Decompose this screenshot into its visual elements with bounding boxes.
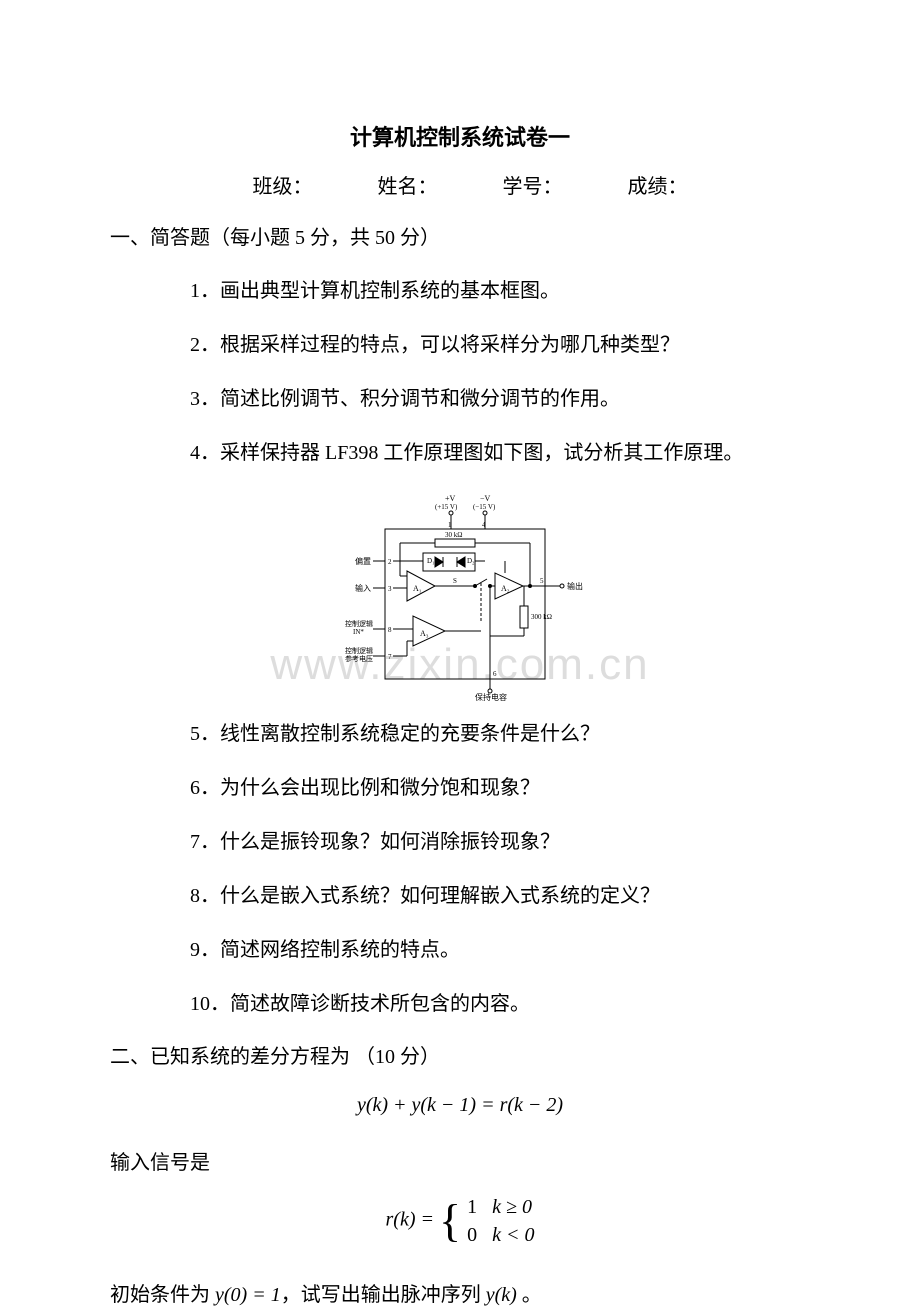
- svg-text:控制逻辑: 控制逻辑: [345, 646, 373, 655]
- svg-text:IN*: IN*: [353, 628, 364, 636]
- info-line: 班级： 姓名： 学号： 成绩：: [190, 170, 810, 199]
- svg-text:控制逻辑: 控制逻辑: [345, 619, 373, 628]
- svg-text:A₃: A₃: [420, 629, 429, 638]
- svg-text:参考电压: 参考电压: [345, 654, 373, 663]
- question-9: 9．简述网络控制系统的特点。: [190, 934, 810, 966]
- svg-text:2: 2: [388, 558, 392, 566]
- id-label: 学号：: [503, 176, 563, 198]
- svg-text:输出: 输出: [567, 581, 583, 591]
- svg-text:偏置: 偏置: [355, 556, 371, 566]
- question-3: 3．简述比例调节、积分调节和微分调节的作用。: [190, 383, 810, 415]
- svg-text:7: 7: [388, 653, 392, 661]
- svg-text:D₁: D₁: [427, 557, 435, 565]
- question-8: 8．什么是嵌入式系统？如何理解嵌入式系统的定义？: [190, 880, 810, 912]
- svg-text:+V: +V: [445, 494, 456, 503]
- svg-text:300 kΩ: 300 kΩ: [531, 613, 552, 621]
- section-1-heading: 一、简答题（每小题 5 分，共 50 分）: [110, 223, 810, 253]
- svg-text:8: 8: [388, 626, 392, 634]
- svg-text:6: 6: [493, 670, 497, 678]
- section-2-heading: 二、已知系统的差分方程为 （10 分）: [110, 1042, 810, 1072]
- svg-text:S: S: [453, 577, 457, 585]
- score-label: 成绩：: [628, 176, 688, 198]
- class-label: 班级：: [253, 176, 313, 198]
- svg-text:D₂: D₂: [467, 557, 475, 565]
- svg-text:保持电容: 保持电容: [475, 692, 507, 701]
- svg-text:A₂: A₂: [501, 584, 510, 593]
- svg-text:−V: −V: [480, 494, 491, 503]
- initial-condition-text: 初始条件为 y(0) = 1，试写出输出脉冲序列 y(k) 。: [110, 1279, 810, 1311]
- svg-text:3: 3: [388, 585, 392, 593]
- input-signal-label: 输入信号是: [110, 1147, 810, 1179]
- question-1: 1．画出典型计算机控制系统的基本框图。: [190, 275, 810, 307]
- svg-text:1: 1: [448, 521, 452, 529]
- svg-text:A₁: A₁: [413, 584, 422, 593]
- svg-text:(−15 V): (−15 V): [473, 503, 496, 511]
- question-6: 6．为什么会出现比例和微分饱和现象？: [190, 772, 810, 804]
- question-5: 5．线性离散控制系统稳定的充要条件是什么？: [190, 718, 810, 750]
- name-label: 姓名：: [378, 176, 438, 198]
- lf398-diagram: +V (+15 V) −V (−15 V) 1 4 30 kΩ 偏置 2: [110, 491, 810, 706]
- question-10: 10．简述故障诊断技术所包含的内容。: [190, 988, 810, 1020]
- question-2: 2．根据采样过程的特点，可以将采样分为哪几种类型？: [190, 329, 810, 361]
- svg-text:输入: 输入: [355, 583, 371, 593]
- svg-text:4: 4: [482, 521, 486, 529]
- svg-text:(+15 V): (+15 V): [435, 503, 458, 511]
- piecewise-equation: r(k) = { 1 k ≥ 0 0 k < 0: [110, 1193, 810, 1249]
- exam-title: 计算机控制系统试卷一: [110, 120, 810, 152]
- question-4: 4．采样保持器 LF398 工作原理图如下图，试分析其工作原理。: [190, 437, 810, 469]
- question-7: 7．什么是振铃现象？如何消除振铃现象？: [190, 826, 810, 858]
- svg-text:30 kΩ: 30 kΩ: [445, 531, 462, 539]
- svg-text:5: 5: [540, 577, 544, 585]
- difference-equation: y(k) + y(k − 1) = r(k − 2): [110, 1094, 810, 1117]
